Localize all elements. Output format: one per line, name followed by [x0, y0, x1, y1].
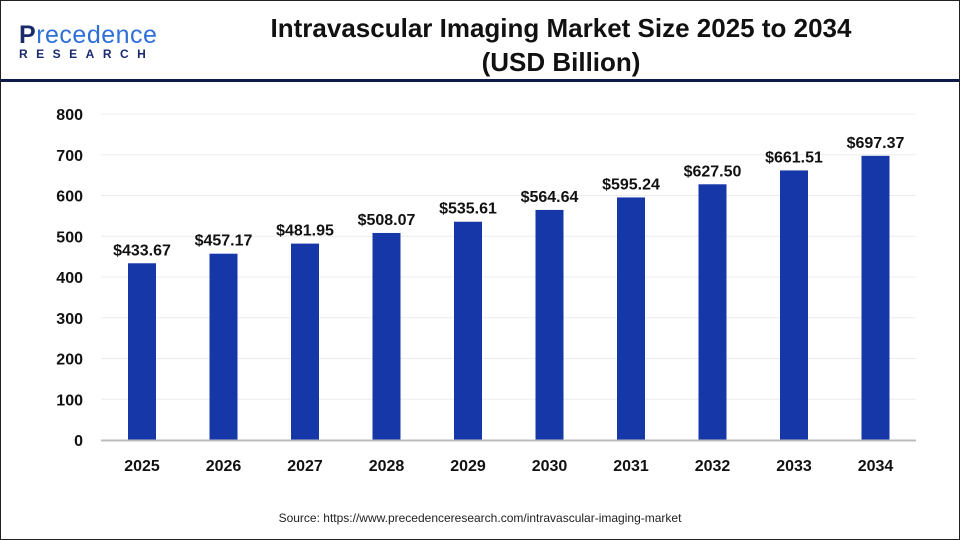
- bar-2031: [617, 197, 645, 440]
- y-tick-label: 0: [74, 433, 83, 450]
- y-tick-label: 700: [56, 148, 83, 165]
- x-tick-label: 2033: [776, 458, 812, 475]
- x-tick-label: 2031: [613, 458, 649, 475]
- data-label: $535.61: [439, 201, 497, 218]
- x-tick-label: 2026: [206, 458, 242, 475]
- y-tick-label: 800: [56, 107, 83, 124]
- data-label: $433.67: [113, 242, 171, 259]
- chart-title: Intravascular Imaging Market Size 2025 t…: [231, 11, 891, 79]
- bar-2028: [372, 232, 401, 440]
- data-label: $697.37: [847, 135, 905, 152]
- bar-2030: [535, 209, 564, 440]
- data-label: $564.64: [521, 189, 579, 206]
- logo-line2: RESEARCH: [19, 47, 155, 61]
- data-label: $627.50: [684, 163, 742, 180]
- bar-2032: [698, 184, 727, 440]
- y-tick-label: 300: [56, 311, 83, 328]
- source-text: Source: https://www.precedenceresearch.c…: [278, 511, 682, 525]
- bar-2034: [861, 155, 890, 441]
- bar-2033: [780, 170, 808, 440]
- header-divider: [1, 79, 959, 82]
- bar-2026: [209, 253, 238, 440]
- bar-2027: [291, 243, 319, 440]
- bar-2029: [454, 221, 482, 440]
- data-label: $457.17: [195, 233, 253, 250]
- x-tick-label: 2034: [858, 458, 894, 475]
- data-label: $595.24: [602, 176, 660, 193]
- precedence-research-logo: Precedence RESEARCH: [19, 21, 159, 63]
- x-tick-label: 2025: [124, 458, 160, 475]
- data-label: $661.51: [765, 149, 823, 166]
- logo-line1: Precedence: [19, 21, 158, 49]
- x-tick-label: 2029: [450, 458, 486, 475]
- data-label: $508.07: [358, 212, 416, 229]
- x-tick-label: 2028: [369, 458, 405, 475]
- title-line-1: Intravascular Imaging Market Size 2025 t…: [270, 13, 852, 43]
- x-tick-label: 2027: [287, 458, 323, 475]
- y-tick-label: 200: [56, 352, 83, 369]
- x-tick-label: 2030: [532, 458, 568, 475]
- x-tick-label: 2032: [695, 458, 731, 475]
- y-tick-label: 100: [56, 392, 83, 409]
- bar-2025: [128, 263, 156, 440]
- y-tick-label: 400: [56, 270, 83, 287]
- title-line-2: (USD Billion): [481, 47, 641, 77]
- y-tick-label: 500: [56, 229, 83, 246]
- y-tick-label: 600: [56, 189, 83, 206]
- data-label: $481.95: [276, 223, 334, 240]
